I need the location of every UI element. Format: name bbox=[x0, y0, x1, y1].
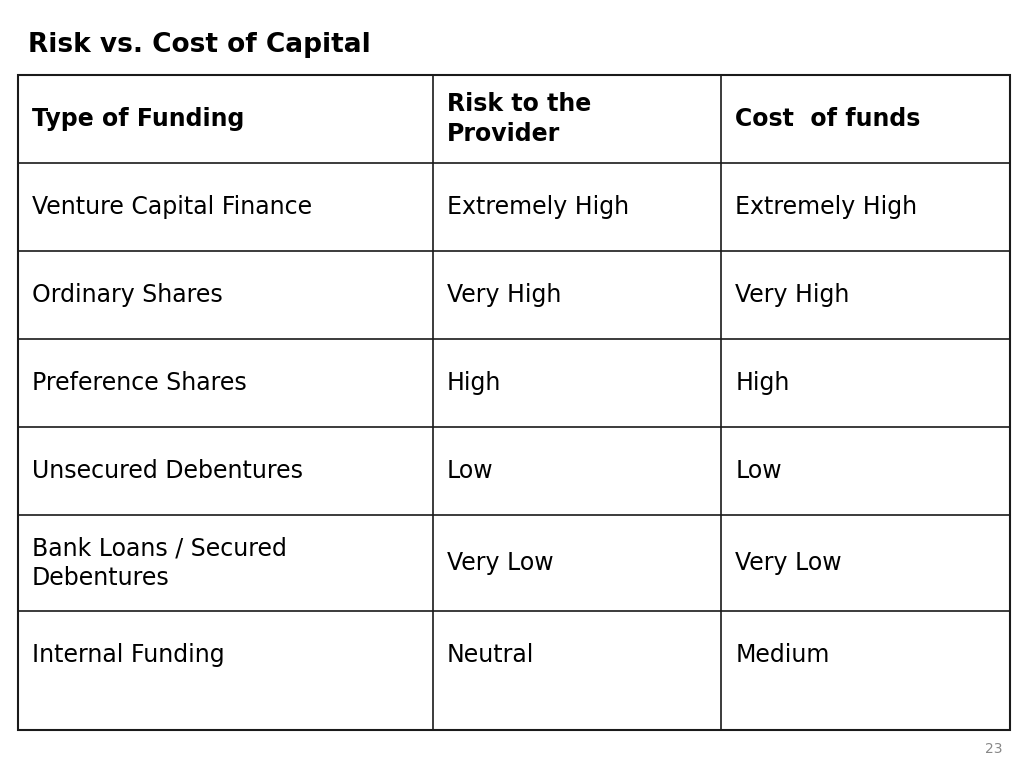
Text: Ordinary Shares: Ordinary Shares bbox=[32, 283, 223, 307]
Text: Bank Loans / Secured
Debentures: Bank Loans / Secured Debentures bbox=[32, 536, 287, 590]
Text: High: High bbox=[446, 371, 501, 395]
Text: Very High: Very High bbox=[735, 283, 850, 307]
Text: Internal Funding: Internal Funding bbox=[32, 643, 224, 667]
Text: Low: Low bbox=[735, 459, 782, 483]
Text: Type of Funding: Type of Funding bbox=[32, 107, 245, 131]
Text: Unsecured Debentures: Unsecured Debentures bbox=[32, 459, 303, 483]
Text: Very Low: Very Low bbox=[446, 551, 553, 575]
Text: Neutral: Neutral bbox=[446, 643, 535, 667]
Text: 23: 23 bbox=[984, 742, 1002, 756]
Text: Very Low: Very Low bbox=[735, 551, 842, 575]
Text: Venture Capital Finance: Venture Capital Finance bbox=[32, 195, 312, 219]
Text: Preference Shares: Preference Shares bbox=[32, 371, 247, 395]
Text: Risk to the
Provider: Risk to the Provider bbox=[446, 92, 591, 146]
Text: Cost  of funds: Cost of funds bbox=[735, 107, 921, 131]
Text: Risk vs. Cost of Capital: Risk vs. Cost of Capital bbox=[28, 32, 371, 58]
Text: Low: Low bbox=[446, 459, 494, 483]
Bar bbox=[18, 75, 1010, 730]
Text: Extremely High: Extremely High bbox=[735, 195, 918, 219]
Text: Very High: Very High bbox=[446, 283, 561, 307]
Text: High: High bbox=[735, 371, 790, 395]
Text: Extremely High: Extremely High bbox=[446, 195, 629, 219]
Text: Medium: Medium bbox=[735, 643, 829, 667]
